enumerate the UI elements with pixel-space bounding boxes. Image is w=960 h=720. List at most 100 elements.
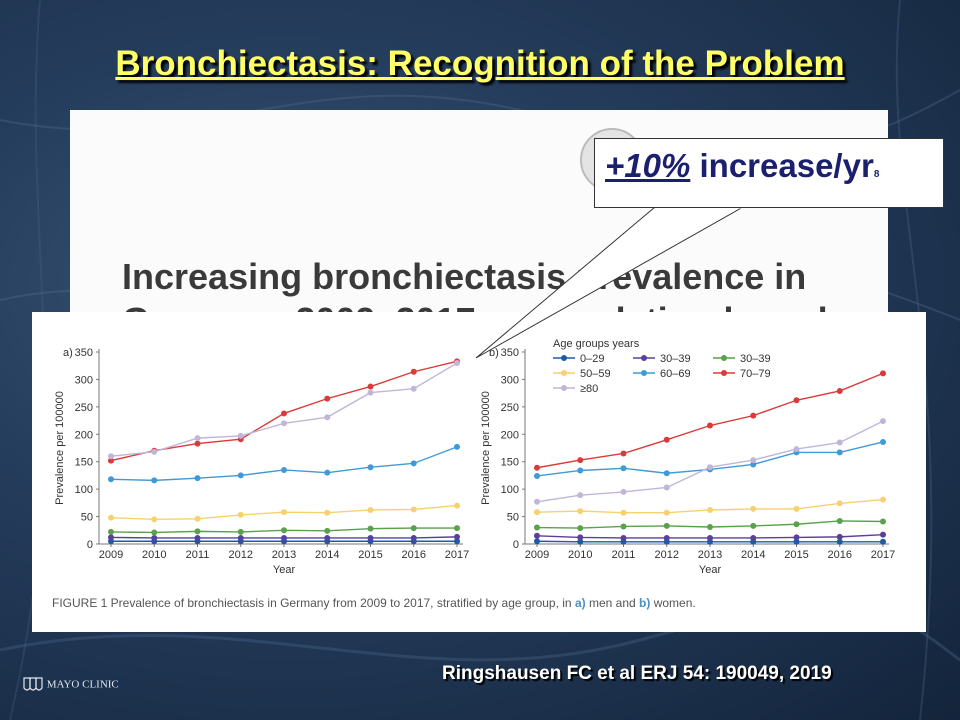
- panel-2-series-2-point: [663, 522, 670, 529]
- panel-2-series-2-point: [836, 517, 843, 524]
- mayo-logo: MAYO CLINIC: [22, 676, 119, 694]
- panel-2-series-6-point: [620, 488, 627, 495]
- panel-2-series-1-point: [836, 533, 843, 540]
- legend-label-3: 50–59: [580, 368, 611, 380]
- panel-2-series-2-point: [707, 523, 713, 530]
- panel-1-series-3-point: [454, 502, 460, 509]
- panel-1-series-3-point: [194, 515, 201, 522]
- panel-1-series-1-point: [324, 534, 331, 541]
- panel-2-series-6-point: [663, 484, 670, 491]
- figure-panel: a) 0 50 100 150 200 250 300 350 2009 2010 2011 2012 2…: [32, 312, 926, 632]
- panel-1-series-5-point: [281, 410, 287, 417]
- panel-2-series-1-point: [663, 534, 670, 541]
- legend-label-6: ≥80: [580, 383, 598, 395]
- panel-2-y-tick-label: 150: [501, 457, 519, 469]
- panel-2-series-6-point: [707, 464, 713, 471]
- panel-2-series-0-point: [577, 538, 584, 545]
- panel-2-series-3-point: [620, 509, 627, 516]
- callout-percent: +10%: [605, 147, 691, 184]
- panel-1-x-tick-label: 2012: [229, 549, 253, 561]
- panel-1-x-tick-label: 2015: [358, 549, 382, 561]
- caption-b-label: b): [639, 596, 651, 610]
- panel-1-series-6-point: [237, 432, 244, 439]
- panel-1-series-line-6: [110, 362, 458, 457]
- panel-2-series-4-point: [663, 470, 670, 477]
- panel-2-series-2-point: [880, 518, 886, 525]
- panel-2-series-3-point: [534, 509, 540, 516]
- panel-2-series-6-point: [750, 457, 757, 464]
- panel-1-x-tick-label: 2010: [142, 549, 166, 561]
- legend-label-2: 30–39: [740, 353, 771, 365]
- panel-2-series-5-point: [620, 450, 627, 457]
- panel-2-series-3-point: [707, 506, 713, 513]
- legend-marker-5: [721, 370, 727, 376]
- callout-text: increase/yr: [699, 147, 874, 184]
- panel-2-series-3-point: [880, 496, 886, 503]
- panel-1-x-tick-label: 2011: [186, 549, 210, 561]
- legend-label-0: 0–29: [580, 353, 604, 365]
- panel-2-y-tick-label: 100: [501, 484, 519, 496]
- panel-1-y-tick-label: 150: [75, 457, 93, 469]
- panel-2-series-3-point: [750, 505, 757, 512]
- panel-1-x-tick-label: 2016: [402, 549, 426, 561]
- panel-2-x-tick-label: 2015: [784, 549, 808, 561]
- legend-marker-0: [561, 355, 567, 361]
- caption-prefix: FIGURE 1 Prevalence of bronchiectasis in…: [52, 596, 572, 610]
- panel-2-series-5-point: [880, 370, 886, 377]
- panel-2-series-3-point: [577, 508, 584, 515]
- panel-2-x-tick-label: 2012: [655, 549, 679, 561]
- panel-1-series-3-point: [410, 506, 417, 513]
- panel-2-series-1-point: [620, 534, 627, 541]
- panel-1-series-1-point: [237, 534, 244, 541]
- panel-1-y-axis-title: Prevalence per 100000: [54, 391, 66, 505]
- panel-1-y-tick-label: 350: [75, 347, 93, 359]
- panel-2-series-5-point: [750, 412, 757, 419]
- panel-1-series-4-point: [367, 464, 374, 471]
- panel-2-series-2-point: [620, 523, 627, 530]
- panel-2-series-0-point: [534, 538, 540, 545]
- panel-1-series-4-point: [281, 466, 287, 473]
- callout-box: +10% increase/yr8: [594, 138, 944, 208]
- panel-1-series-2-point: [237, 528, 244, 535]
- panel-2-series-1-point: [793, 534, 800, 541]
- panel-2-series-2-point: [750, 522, 757, 529]
- panel-2-series-0-point: [880, 538, 886, 545]
- panel-2-series-5-point: [534, 464, 540, 471]
- panel-1-series-6-point: [194, 435, 201, 442]
- panel-1-series-2-point: [194, 528, 201, 535]
- panel-2-series-6-point: [577, 492, 584, 499]
- panel-1-series-6-point: [454, 359, 460, 366]
- panel-1-y-tick-label: 200: [75, 429, 93, 441]
- panel-2-y-tick-label: 50: [507, 512, 519, 524]
- figure-caption: FIGURE 1 Prevalence of bronchiectasis in…: [52, 596, 696, 610]
- caption-suffix: women.: [653, 596, 696, 610]
- panel-2-series-4-point: [577, 467, 584, 474]
- paper-heading-line1: Increasing bronchiectasis prevalence in: [122, 256, 807, 297]
- panel-1-series-2-point: [410, 525, 417, 532]
- panel-1-x-axis-title: Year: [273, 564, 296, 576]
- panel-1-series-5-point: [410, 368, 417, 375]
- panel-1-series-2-point: [108, 528, 114, 535]
- panel-1-series-2-point: [151, 529, 158, 536]
- panel-2-series-4-point: [880, 438, 886, 445]
- legend-title: Age groups years: [553, 338, 640, 350]
- panel-1-series-1-point: [281, 534, 287, 541]
- panel-1-series-0-point: [454, 538, 460, 545]
- panel-2-y-axis-title: Prevalence per 100000: [480, 391, 492, 505]
- panel-1-y-tick-label: 250: [75, 402, 93, 414]
- panel-2-series-5-point: [793, 397, 800, 404]
- legend-marker-3: [561, 370, 567, 376]
- panel-1-series-4-point: [108, 476, 114, 483]
- panel-2-series-1-point: [880, 531, 886, 538]
- panel-2-series-2-point: [577, 525, 584, 532]
- caption-a-label: a): [574, 596, 586, 610]
- legend-label-4: 60–69: [660, 368, 691, 380]
- mayo-shield-icon: [23, 677, 43, 691]
- legend-marker-4: [641, 370, 647, 376]
- panel-1-series-6-point: [324, 414, 331, 421]
- panel-2-y-tick-label: 200: [501, 429, 519, 441]
- panel-2-x-tick-label: 2013: [698, 549, 722, 561]
- panel-2-series-6-point: [534, 498, 540, 505]
- panel-1-series-1-point: [151, 534, 158, 541]
- panel-2-series-4-point: [750, 461, 757, 468]
